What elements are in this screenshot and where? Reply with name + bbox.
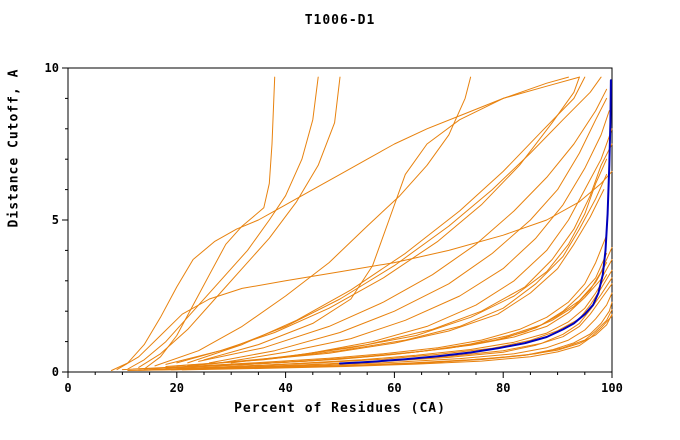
x-tick-label: 40	[278, 381, 292, 395]
series-model-21	[176, 259, 613, 369]
series-model-03	[138, 76, 341, 368]
series-model-17	[132, 234, 608, 370]
series-model-25	[149, 283, 613, 371]
x-tick-label: 20	[170, 381, 184, 395]
series-model-07	[165, 76, 580, 365]
y-tick-label: 10	[45, 61, 59, 75]
series-model-01	[143, 76, 276, 370]
series-model-32	[116, 170, 613, 371]
series-model-23	[187, 269, 613, 369]
series-model-31	[111, 76, 580, 371]
series-model-14	[187, 158, 608, 367]
series-model-28	[181, 315, 613, 371]
series-best-model	[339, 79, 612, 365]
series-model-06	[187, 76, 586, 364]
series-model-09	[198, 88, 608, 362]
series-model-24	[198, 277, 613, 370]
x-tick-label: 60	[387, 381, 401, 395]
y-tick-label: 0	[52, 365, 59, 379]
series-model-13	[203, 143, 613, 365]
x-tick-label: 100	[601, 381, 623, 395]
series-model-02	[127, 76, 319, 370]
x-tick-label: 80	[496, 381, 510, 395]
series-model-11	[219, 110, 610, 364]
x-tick-label: 0	[64, 381, 71, 395]
series-model-16	[165, 189, 605, 367]
series-model-04	[154, 76, 472, 367]
y-axis-label: Distance Cutoff, A	[6, 68, 22, 228]
series-model-08	[203, 76, 569, 361]
series-model-26	[160, 292, 613, 371]
series-model-10	[208, 97, 608, 364]
y-tick-label: 5	[52, 213, 59, 227]
x-axis-label: Percent of Residues (CA)	[234, 401, 446, 416]
chart-title: T1006-D1	[304, 13, 376, 28]
series-model-12	[230, 128, 613, 364]
series-model-30	[127, 313, 613, 371]
series-model-15	[176, 173, 608, 367]
